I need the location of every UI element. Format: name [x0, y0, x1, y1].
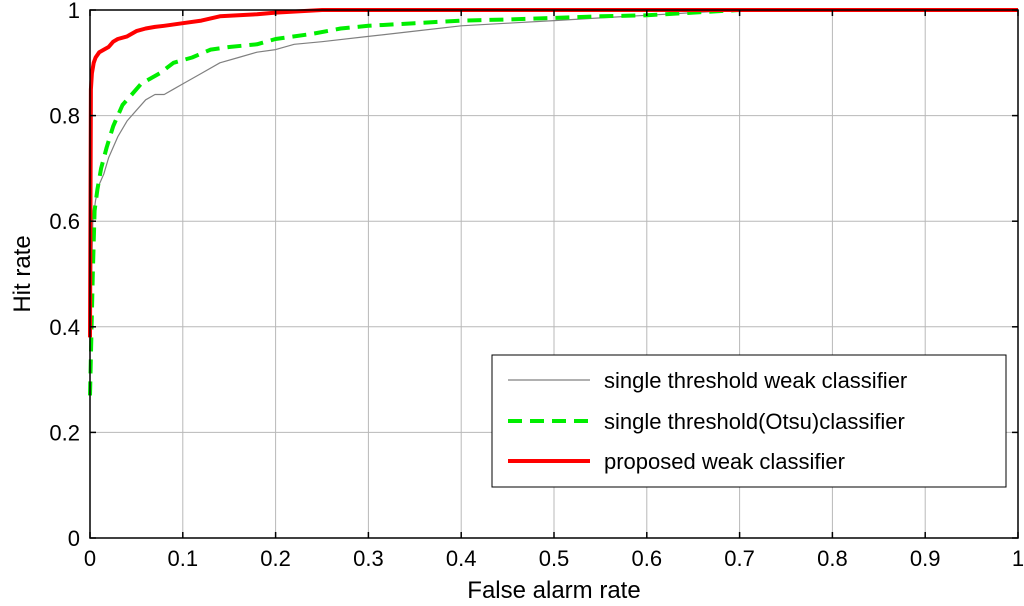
x-axis-title: False alarm rate — [467, 577, 640, 604]
legend-label-single-threshold: single threshold weak classifier — [604, 368, 907, 393]
y-tick-label: 0.8 — [49, 104, 80, 129]
x-tick-label: 0.1 — [168, 546, 199, 571]
y-tick-label: 0 — [68, 526, 80, 551]
x-tick-label: 0.9 — [910, 546, 941, 571]
x-tick-label: 0.4 — [446, 546, 477, 571]
series-line-single-threshold-weak-classifier — [89, 9, 1018, 343]
x-tick-label: 0.6 — [632, 546, 663, 571]
y-axis-title: Hit rate — [9, 235, 36, 312]
x-tick-label: 0.5 — [539, 546, 570, 571]
x-tick-label: 0 — [84, 546, 96, 571]
x-tick-label: 0.2 — [260, 546, 291, 571]
legend-label-proposed: proposed weak classifier — [604, 449, 845, 474]
y-tick-label: 0.2 — [49, 420, 80, 445]
x-tick-label: 0.8 — [817, 546, 848, 571]
series-line-single-threshold-otsu-classifier — [88, 8, 991, 396]
x-tick-label: 0.3 — [353, 546, 384, 571]
y-tick-label: 0.4 — [49, 315, 80, 340]
tick-marks — [89, 9, 1019, 539]
x-tick-label: 0.7 — [724, 546, 755, 571]
y-tick-labels: 0 0.2 0.4 0.6 0.8 1 — [49, 0, 80, 551]
legend: single threshold weak classifier single … — [491, 354, 1007, 488]
x-tick-label: 1 — [1012, 546, 1024, 571]
y-tick-label: 1 — [68, 0, 80, 23]
legend-label-otsu: single threshold(Otsu)classifier — [604, 409, 905, 434]
y-tick-label: 0.6 — [49, 209, 80, 234]
x-tick-labels: 0 0.1 0.2 0.3 0.4 0.5 0.6 0.7 0.8 0.9 1 — [84, 546, 1024, 571]
